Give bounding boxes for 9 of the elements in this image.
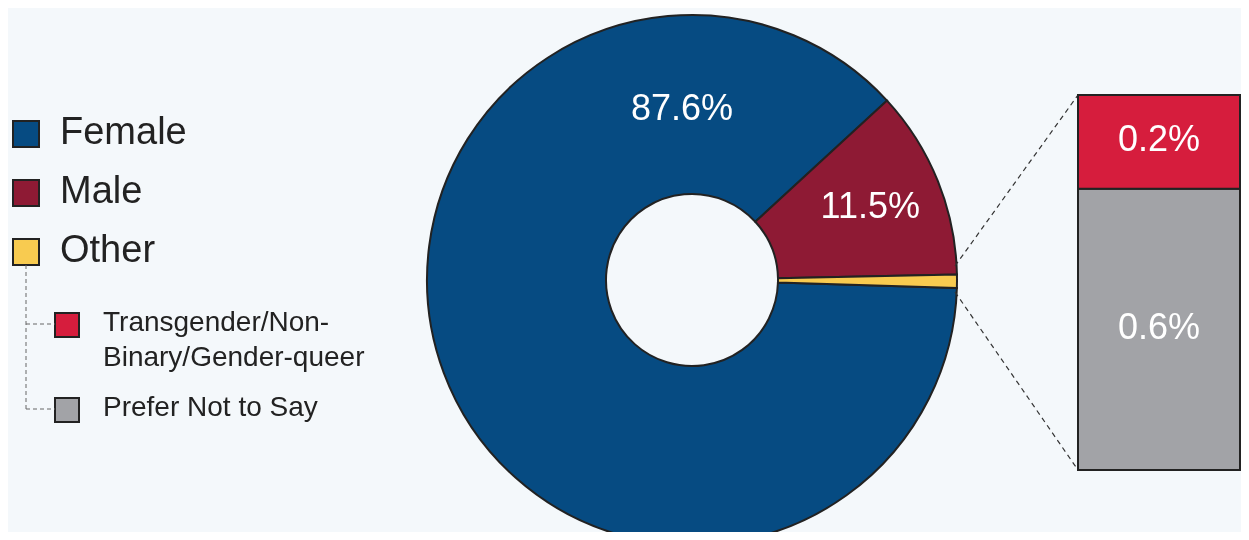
legend-label: Prefer Not to Say [103, 391, 318, 423]
data-label: 11.5% [820, 184, 920, 226]
legend-label: Transgender/Non-Binary/Gender-queer [103, 306, 365, 373]
legend-label: Female [60, 110, 187, 153]
legend-label: Male [60, 169, 143, 212]
data-label: 0.6% [1117, 305, 1201, 347]
legend-label: Other [60, 228, 156, 271]
data-label: 87.6% [630, 86, 734, 128]
data-label: 0.2% [1117, 118, 1201, 160]
